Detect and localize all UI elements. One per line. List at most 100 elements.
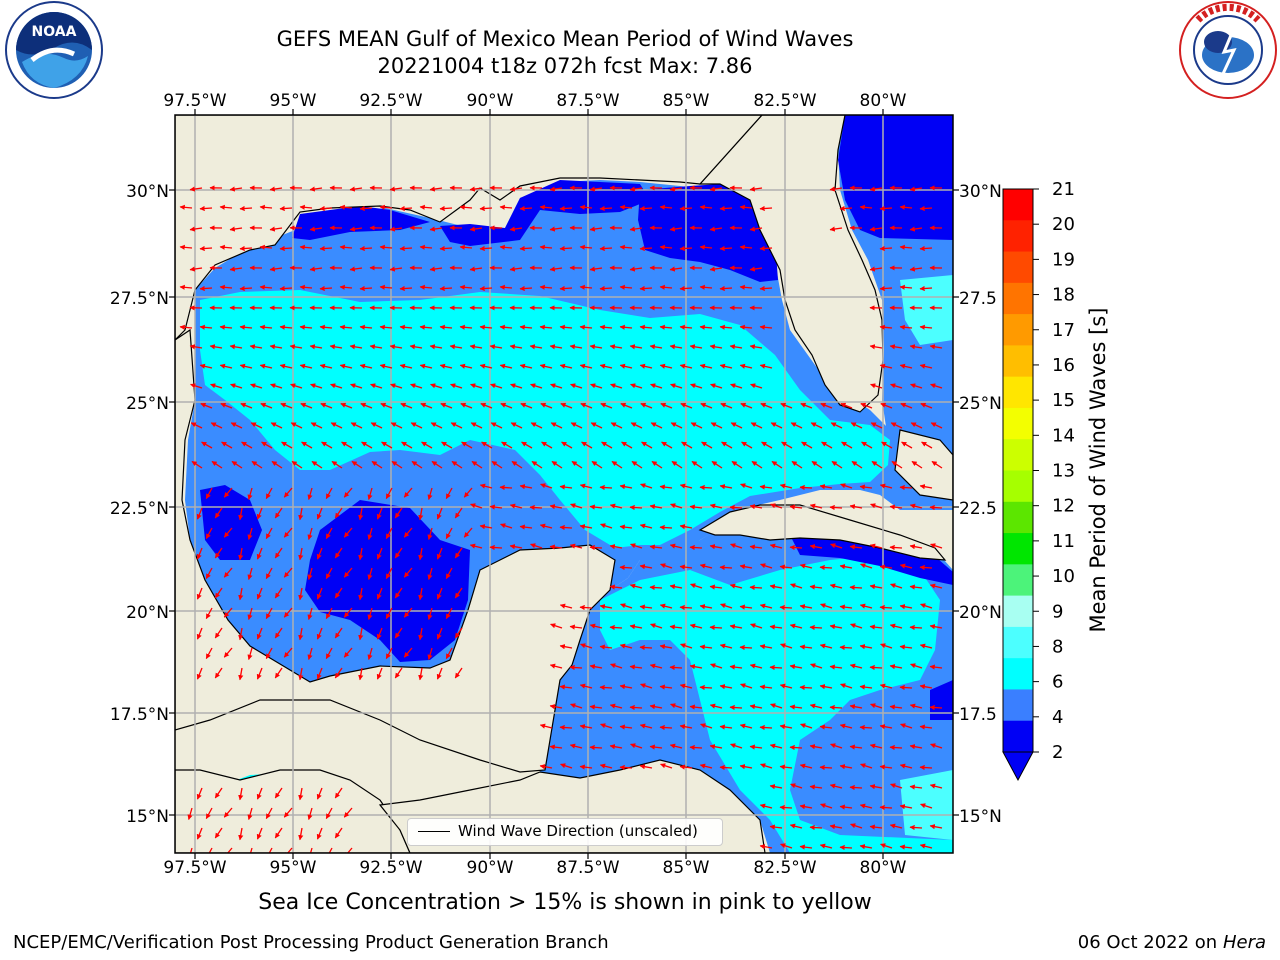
wave-direction-arrow (929, 704, 943, 711)
lon-bottom-label: 87.5°W (556, 858, 619, 878)
wave-direction-arrow (403, 527, 413, 538)
wave-direction-arrow (283, 647, 293, 658)
wave-direction-arrow (269, 344, 283, 350)
wave-direction-arrow (800, 402, 813, 409)
wave-direction-arrow (759, 205, 773, 212)
wave-direction-arrow (385, 567, 393, 580)
wave-direction-arrow (770, 503, 783, 509)
wave-direction-arrow (459, 363, 473, 369)
wave-direction-arrow (561, 441, 573, 449)
wave-direction-arrow (660, 563, 673, 569)
wave-direction-arrow (820, 603, 833, 609)
wave-direction-arrow (749, 584, 763, 591)
wave-direction-arrow (259, 284, 273, 290)
wave-direction-arrow (850, 422, 863, 429)
wave-direction-arrow (298, 827, 304, 841)
wave-direction-arrow (189, 226, 203, 232)
wave-direction-arrow (889, 544, 903, 551)
wave-direction-arrow (409, 344, 423, 350)
wave-direction-arrow (679, 363, 693, 369)
wave-direction-arrow (247, 527, 253, 540)
lat-right-label: 17.5 (959, 705, 997, 725)
wave-direction-arrow (520, 402, 533, 409)
wave-direction-arrow (479, 524, 493, 530)
wave-direction-arrow (919, 643, 933, 649)
wave-direction-arrow (339, 324, 353, 330)
wave-direction-arrow (309, 186, 323, 192)
wave-direction-arrow (899, 363, 913, 369)
wave-direction-arrow (649, 344, 663, 350)
wave-direction-arrow (358, 507, 364, 521)
map-subtitle: 20221004 t18z 072h fcst Max: 7.86 (377, 54, 753, 78)
wave-direction-arrow (890, 583, 903, 589)
wave-direction-arrow (869, 543, 883, 549)
wave-direction-arrow (799, 684, 813, 691)
wave-direction-arrow (439, 324, 453, 330)
wave-direction-arrow (640, 402, 653, 409)
wave-direction-arrow (256, 507, 263, 520)
wave-direction-arrow (325, 567, 333, 580)
wave-direction-arrow (339, 204, 353, 210)
gulf-cyan-zone (200, 290, 890, 548)
wave-direction-arrow (650, 422, 663, 429)
wave-direction-arrow (179, 244, 193, 250)
wave-direction-arrow (454, 667, 463, 679)
wave-direction-arrow (459, 244, 473, 250)
wave-direction-arrow (189, 344, 203, 350)
wave-direction-arrow (649, 744, 663, 750)
wave-direction-arrow (430, 383, 443, 389)
wave-direction-arrow (307, 607, 313, 620)
wave-direction-arrow (670, 703, 683, 709)
wave-direction-arrow (759, 363, 773, 369)
colorbar-tick-label: 13 (1052, 461, 1075, 482)
wave-direction-arrow (469, 186, 483, 192)
wave-direction-arrow (869, 624, 883, 630)
colorbar-swatch (1003, 720, 1033, 753)
wave-direction-arrow (640, 683, 653, 689)
wave-direction-arrow (394, 587, 403, 599)
wave-direction-arrow (860, 563, 873, 569)
wave-direction-arrow (419, 244, 433, 250)
wave-direction-arrow (859, 204, 873, 210)
wave-direction-arrow (650, 383, 663, 389)
wave-direction-arrow (570, 422, 583, 429)
wave-direction-arrow (609, 503, 623, 509)
wave-direction-arrow (879, 764, 893, 770)
wave-direction-arrow (381, 441, 393, 449)
wave-direction-arrow (671, 460, 683, 469)
wave-direction-arrow (427, 607, 433, 620)
colorbar-tick-label: 2 (1052, 742, 1063, 763)
wave-direction-arrow (631, 460, 643, 469)
wave-direction-arrow (790, 583, 803, 589)
wave-direction-arrow (879, 804, 893, 811)
wave-direction-arrow (820, 803, 833, 809)
wave-direction-arrow (389, 226, 403, 232)
wave-direction-arrow (450, 422, 463, 429)
wave-direction-arrow (889, 704, 903, 710)
wave-direction-arrow (391, 460, 403, 469)
wave-direction-arrow (550, 623, 563, 629)
wave-direction-arrow (739, 363, 753, 369)
wave-direction-arrow (650, 623, 663, 629)
wave-direction-arrow (909, 503, 923, 509)
wave-direction-arrow (750, 623, 763, 629)
wave-direction-arrow (630, 743, 643, 749)
wave-direction-arrow (307, 567, 313, 580)
wave-direction-arrow (860, 402, 873, 409)
wave-direction-arrow (630, 383, 643, 389)
wave-direction-arrow (379, 244, 393, 250)
wave-direction-arrow (340, 402, 353, 409)
wave-direction-arrow (699, 763, 713, 769)
wave-direction-arrow (319, 205, 333, 212)
wave-direction-arrow (274, 667, 283, 679)
wave-direction-arrow (325, 487, 333, 500)
wave-direction-arrow (205, 647, 213, 660)
wave-direction-arrow (307, 807, 313, 820)
wave-direction-arrow (223, 567, 233, 578)
wave-direction-arrow (639, 523, 653, 529)
wave-direction-arrow (310, 422, 323, 429)
wave-direction-arrow (351, 460, 363, 469)
wave-direction-arrow (451, 460, 463, 469)
wave-direction-arrow (639, 245, 653, 252)
wave-direction-arrow (680, 643, 693, 649)
